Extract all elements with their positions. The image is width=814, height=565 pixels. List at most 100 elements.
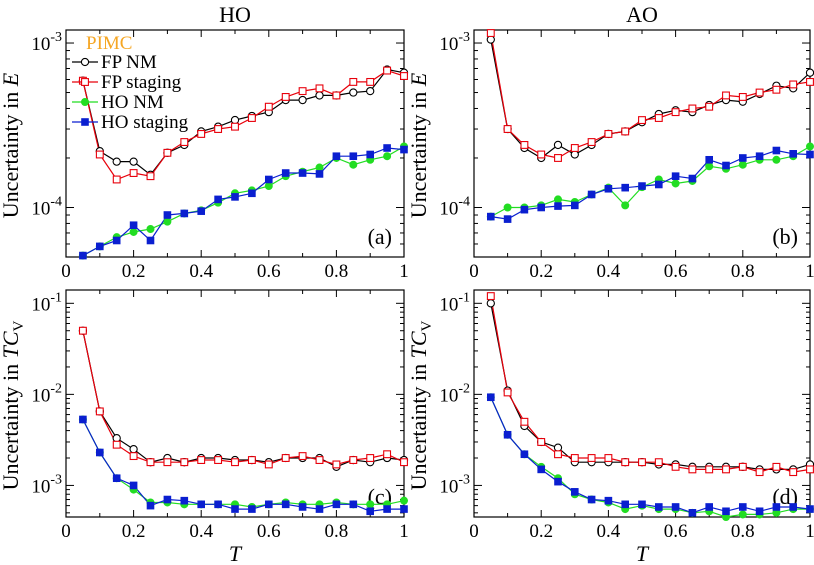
data-point bbox=[571, 488, 579, 496]
data-point bbox=[738, 160, 747, 169]
y-axis-label-variable: E bbox=[406, 72, 431, 87]
data-point bbox=[705, 162, 714, 171]
data-point bbox=[129, 169, 138, 177]
data-point bbox=[520, 141, 529, 149]
panel-title: AO bbox=[626, 2, 658, 27]
data-point bbox=[722, 91, 730, 100]
x-tick-label: 1 bbox=[399, 261, 409, 282]
data-point bbox=[486, 212, 495, 221]
x-tick-label: 1 bbox=[399, 521, 409, 542]
y-tick-exponent: -1 bbox=[50, 290, 62, 305]
data-point bbox=[112, 236, 121, 245]
x-tick-label: 1 bbox=[805, 521, 814, 542]
data-point bbox=[671, 108, 680, 117]
x-tick-label: 0.4 bbox=[189, 521, 213, 542]
x-tick-label: 0.8 bbox=[325, 261, 349, 282]
x-tick-label: 0.6 bbox=[664, 261, 688, 282]
y-tick-base: 10 bbox=[31, 476, 50, 497]
data-point bbox=[400, 145, 408, 154]
data-point bbox=[247, 114, 256, 122]
data-point bbox=[79, 415, 87, 424]
data-point bbox=[129, 445, 138, 454]
y-tick-label: 10-1 bbox=[439, 290, 470, 315]
data-point bbox=[739, 154, 747, 162]
x-tick-label: 1 bbox=[805, 261, 814, 282]
y-tick-label: 10-1 bbox=[31, 290, 62, 315]
data-point bbox=[129, 227, 138, 236]
plot-frame bbox=[473, 289, 811, 518]
data-point bbox=[400, 505, 408, 513]
x-tick-label: 0 bbox=[61, 521, 71, 542]
data-point bbox=[112, 440, 121, 449]
x-tick-label: 0.2 bbox=[122, 521, 146, 542]
data-point bbox=[180, 138, 189, 146]
data-point bbox=[96, 242, 104, 251]
y-tick-exponent: -3 bbox=[50, 472, 62, 487]
y-tick-label: 10-2 bbox=[31, 381, 62, 406]
data-point bbox=[705, 465, 714, 474]
y-tick-base: 10 bbox=[31, 198, 50, 219]
y-tick-base: 10 bbox=[31, 294, 50, 315]
data-point bbox=[789, 80, 798, 89]
data-point bbox=[654, 458, 663, 467]
data-point bbox=[281, 454, 290, 462]
data-point bbox=[486, 393, 495, 402]
y-tick-base: 10 bbox=[439, 385, 458, 406]
data-point bbox=[197, 129, 206, 138]
y-axis-label-prefix: Uncertainty in bbox=[406, 358, 431, 490]
data-point bbox=[146, 501, 155, 510]
y-tick-exponent: -3 bbox=[50, 30, 62, 45]
y-tick-exponent: -4 bbox=[50, 194, 62, 209]
data-point bbox=[554, 154, 562, 162]
data-point bbox=[383, 450, 392, 459]
data-point bbox=[248, 505, 256, 513]
data-point bbox=[772, 503, 781, 511]
data-point bbox=[146, 172, 155, 181]
y-axis-label-variable: TC bbox=[0, 331, 23, 358]
series-line-fp-staging bbox=[82, 330, 405, 466]
data-point bbox=[129, 481, 138, 490]
data-point bbox=[112, 474, 121, 483]
y-tick-label: 10-3 bbox=[439, 472, 470, 497]
x-tick-label: 0.2 bbox=[529, 261, 553, 282]
data-point bbox=[366, 86, 375, 96]
data-point bbox=[214, 500, 222, 509]
legend-marker bbox=[81, 78, 89, 86]
data-point bbox=[163, 495, 172, 504]
data-point bbox=[570, 150, 579, 159]
data-point bbox=[298, 87, 307, 96]
y-tick-base: 10 bbox=[439, 476, 458, 497]
x-tick-label: 0.4 bbox=[597, 261, 621, 282]
data-point bbox=[503, 125, 512, 133]
data-point bbox=[112, 175, 121, 184]
x-tick-label: 0.2 bbox=[122, 261, 146, 282]
data-point bbox=[486, 35, 495, 44]
data-point bbox=[537, 150, 546, 159]
y-axis-label: Uncertainty in E bbox=[0, 72, 23, 218]
data-point bbox=[722, 161, 730, 170]
data-point bbox=[503, 430, 512, 439]
series-group bbox=[486, 292, 814, 522]
data-point bbox=[671, 503, 680, 511]
data-point bbox=[755, 507, 764, 516]
data-point bbox=[705, 155, 713, 164]
data-point bbox=[638, 500, 646, 509]
data-point bbox=[587, 190, 596, 199]
data-point bbox=[554, 195, 563, 204]
data-point bbox=[281, 93, 290, 101]
data-point bbox=[366, 77, 375, 86]
data-point bbox=[146, 224, 155, 233]
data-point bbox=[281, 500, 290, 509]
x-axis-label: T bbox=[636, 541, 650, 565]
data-point bbox=[705, 503, 713, 511]
legend-label: FP staging bbox=[101, 72, 182, 93]
data-point bbox=[163, 148, 172, 157]
y-axis-label: Uncertainty in TCV bbox=[406, 320, 435, 490]
y-axis-label-subscript: V bbox=[11, 320, 27, 331]
data-point bbox=[78, 326, 87, 335]
x-tick-label: 0.8 bbox=[731, 521, 755, 542]
x-tick-label: 0.8 bbox=[325, 521, 349, 542]
